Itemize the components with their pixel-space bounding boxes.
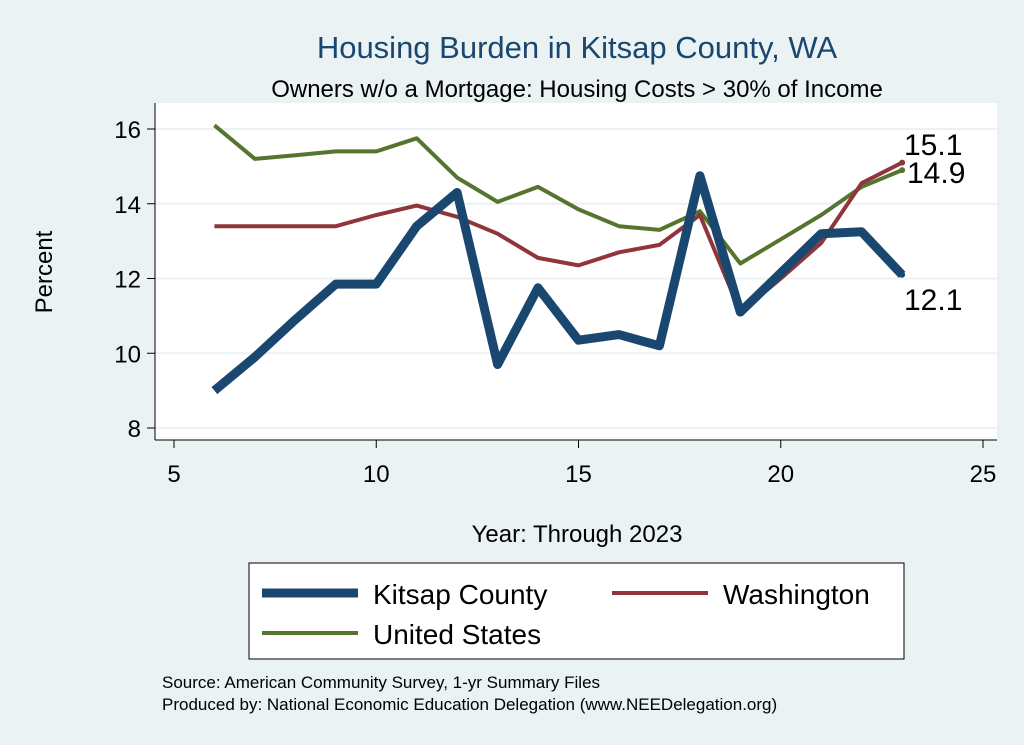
x-tick-label: 25: [970, 461, 997, 488]
y-tick-label: 14: [114, 192, 141, 219]
plot-area: [155, 103, 997, 440]
legend-item-kitsap-county: Kitsap County: [262, 579, 547, 610]
legend-label: Kitsap County: [373, 579, 547, 610]
series-end-marker: [899, 159, 906, 166]
x-tick-label: 5: [167, 461, 180, 488]
series-end-marker: [899, 167, 906, 174]
y-tick-label: 10: [114, 341, 141, 368]
legend-label: United States: [373, 619, 541, 650]
grid-lines: [155, 128, 997, 429]
y-tick-label: 8: [128, 416, 141, 443]
legend-item-united-states: United States: [262, 619, 541, 650]
end-label-united-states: 14.9: [907, 157, 965, 190]
source-line: Source: American Community Survey, 1-yr …: [162, 673, 600, 692]
legend-item-washington: Washington: [612, 579, 870, 610]
x-tick-label: 10: [363, 461, 390, 488]
producer-line: Produced by: National Economic Education…: [162, 695, 777, 714]
end-label-washington: 15.1: [904, 129, 962, 162]
x-axis-title: Year: Through 2023: [472, 521, 683, 548]
x-tick-label: 15: [565, 461, 592, 488]
y-tick-label: 16: [114, 117, 141, 144]
end-label-kitsap-county: 12.1: [904, 284, 962, 317]
y-axis-title: Percent: [31, 230, 58, 313]
series-lines: [211, 123, 906, 395]
series-line-kitsap-county: [211, 171, 906, 395]
chart-subtitle: Owners w/o a Mortgage: Housing Costs > 3…: [271, 76, 883, 103]
chart-title: Housing Burden in Kitsap County, WA: [317, 30, 838, 65]
y-tick-label: 12: [114, 267, 141, 294]
legend-box: [248, 562, 905, 660]
x-tick-label: 20: [767, 461, 794, 488]
end-labels: 12.1 15.114.9: [904, 129, 965, 317]
series-line-united-states: [213, 123, 903, 266]
series-end-marker: [899, 271, 906, 278]
legend-label: Washington: [723, 579, 870, 610]
axis-ticks: 8 10 12 14 16 5 10 15 20 25: [114, 117, 996, 488]
legend: Kitsap County Washington United States: [262, 579, 870, 650]
